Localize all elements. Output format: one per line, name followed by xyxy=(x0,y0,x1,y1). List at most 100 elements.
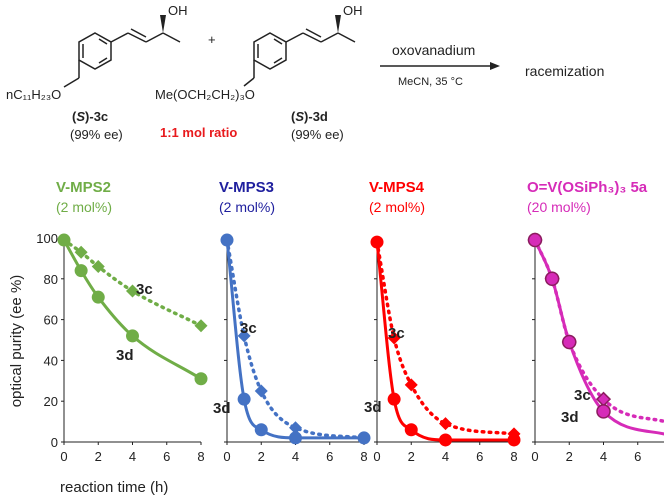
x-tick-label: 6 xyxy=(163,449,170,464)
chart-subtitle: (20 mol%) xyxy=(527,199,591,215)
point-3c xyxy=(91,260,105,274)
id-3c: -3c xyxy=(89,109,108,124)
id-3d: -3d xyxy=(308,109,328,124)
x-tick-label: 2 xyxy=(408,449,415,464)
point-3c xyxy=(387,331,401,345)
point-3d xyxy=(254,423,268,437)
x-tick-label: 0 xyxy=(60,449,67,464)
stereo-3d: S xyxy=(295,109,304,124)
y-axis-label: optical purity (ee %) xyxy=(8,275,25,408)
chart-title: V-MPS4 xyxy=(369,179,425,196)
x-tick-label: 0 xyxy=(531,449,538,464)
x-tick-label: 8 xyxy=(197,449,204,464)
series-label-3c: 3c xyxy=(574,387,591,404)
point-3d xyxy=(220,233,234,247)
point-3d xyxy=(237,392,251,406)
y-tick-label: 20 xyxy=(44,394,58,409)
point-3d xyxy=(507,433,521,447)
point-3d xyxy=(387,392,401,406)
series-label-3d: 3d xyxy=(213,400,231,417)
ee-3c: (99% ee) xyxy=(70,127,123,142)
x-tick-label: 4 xyxy=(129,449,136,464)
y-tick-label: 40 xyxy=(44,353,58,368)
chart-subtitle: (2 mol%) xyxy=(219,199,275,215)
point-3c xyxy=(254,384,268,398)
product: racemization xyxy=(525,63,604,79)
series-label-3d: 3d xyxy=(364,399,382,416)
reaction-arrow xyxy=(380,62,500,70)
point-3d xyxy=(370,235,384,249)
point-3d xyxy=(126,329,139,343)
stereo-3c: S xyxy=(76,109,85,124)
x-tick-label: 2 xyxy=(566,449,573,464)
hydroxyl-label-3d: OH xyxy=(343,3,363,18)
x-tick-label: 6 xyxy=(326,449,333,464)
point-3c xyxy=(237,329,251,343)
series-label-3c: 3c xyxy=(240,320,257,337)
structure-3c xyxy=(63,15,181,88)
point-3c xyxy=(74,245,88,259)
series-label-3c: 3c xyxy=(388,325,405,342)
chart-subtitle: (2 mol%) xyxy=(369,199,425,215)
label-3d: (S)-3d xyxy=(291,109,328,124)
series-label-3c: 3c xyxy=(136,281,153,298)
x-tick-label: 0 xyxy=(373,449,380,464)
y-tick-label: 0 xyxy=(51,435,58,450)
point-3d xyxy=(194,372,208,386)
point-3d xyxy=(527,232,543,248)
x-tick-label: 6 xyxy=(634,449,641,464)
point-3c xyxy=(439,417,452,431)
scheme-text: OH OH nC₁₁H₂₃O Me(OCH₂CH₂)₃O + (S)-3c (9… xyxy=(6,3,604,142)
structure-3d xyxy=(243,15,356,87)
reagent: oxovanadium xyxy=(392,42,475,58)
chart-subtitle: (2 mol%) xyxy=(56,199,112,215)
chart-3: V-MPS4 (2 mol%) 0 2 4 6 8 3c 3d xyxy=(364,179,521,464)
series-label-3d: 3d xyxy=(116,347,134,364)
point-3c xyxy=(126,284,139,298)
ee-3d: (99% ee) xyxy=(291,127,344,142)
x-tick-label: 8 xyxy=(360,449,367,464)
chart-2: V-MPS3 (2 mol%) 0 2 4 6 8 3c 3d xyxy=(213,179,371,464)
chart-1: V-MPS2 (2 mol%) 0 20 40 60 80 100 0 2 4 6 8 3c 3d xyxy=(36,179,208,464)
point-3d xyxy=(91,290,105,304)
point-3d xyxy=(404,423,418,437)
hydroxyl-label-3c: OH xyxy=(168,3,188,18)
x-tick-label: 4 xyxy=(600,449,607,464)
x-tick-label: 6 xyxy=(476,449,483,464)
x-tick-label: 4 xyxy=(442,449,449,464)
conditions: MeCN, 35 °C xyxy=(398,76,463,88)
point-3d xyxy=(562,334,577,350)
y-tick-label: 80 xyxy=(44,272,58,287)
y-tick-label: 60 xyxy=(44,313,58,328)
chart-title: V-MPS3 xyxy=(219,179,274,196)
point-3c xyxy=(194,319,208,333)
point-3c xyxy=(404,378,418,392)
x-tick-label: 2 xyxy=(95,449,102,464)
tail-3d: Me(OCH₂CH₂)₃O xyxy=(155,87,255,102)
point-3d xyxy=(74,264,88,278)
plus-sign: + xyxy=(208,32,216,47)
chart-title: O=V(OSiPh₃)₃ 5a xyxy=(527,179,648,196)
point-3d xyxy=(596,404,611,419)
x-axis-label: reaction time (h) xyxy=(60,479,168,496)
point-3d xyxy=(544,271,560,287)
tail-3c: nC₁₁H₂₃O xyxy=(6,87,61,102)
x-tick-label: 2 xyxy=(258,449,265,464)
x-tick-label: 0 xyxy=(223,449,230,464)
point-3d xyxy=(289,431,302,445)
point-3d xyxy=(439,433,452,447)
point-3c xyxy=(289,421,302,435)
mol-ratio: 1:1 mol ratio xyxy=(160,125,237,140)
point-3d xyxy=(57,233,71,247)
x-tick-label: 8 xyxy=(510,449,517,464)
point-3d xyxy=(357,431,371,445)
y-tick-label: 100 xyxy=(36,231,58,246)
chart-title: V-MPS2 xyxy=(56,179,111,196)
label-3c: (S)-3c xyxy=(72,109,108,124)
reaction-scheme xyxy=(63,15,500,88)
x-tick-label: 4 xyxy=(292,449,299,464)
series-label-3d: 3d xyxy=(561,409,579,426)
